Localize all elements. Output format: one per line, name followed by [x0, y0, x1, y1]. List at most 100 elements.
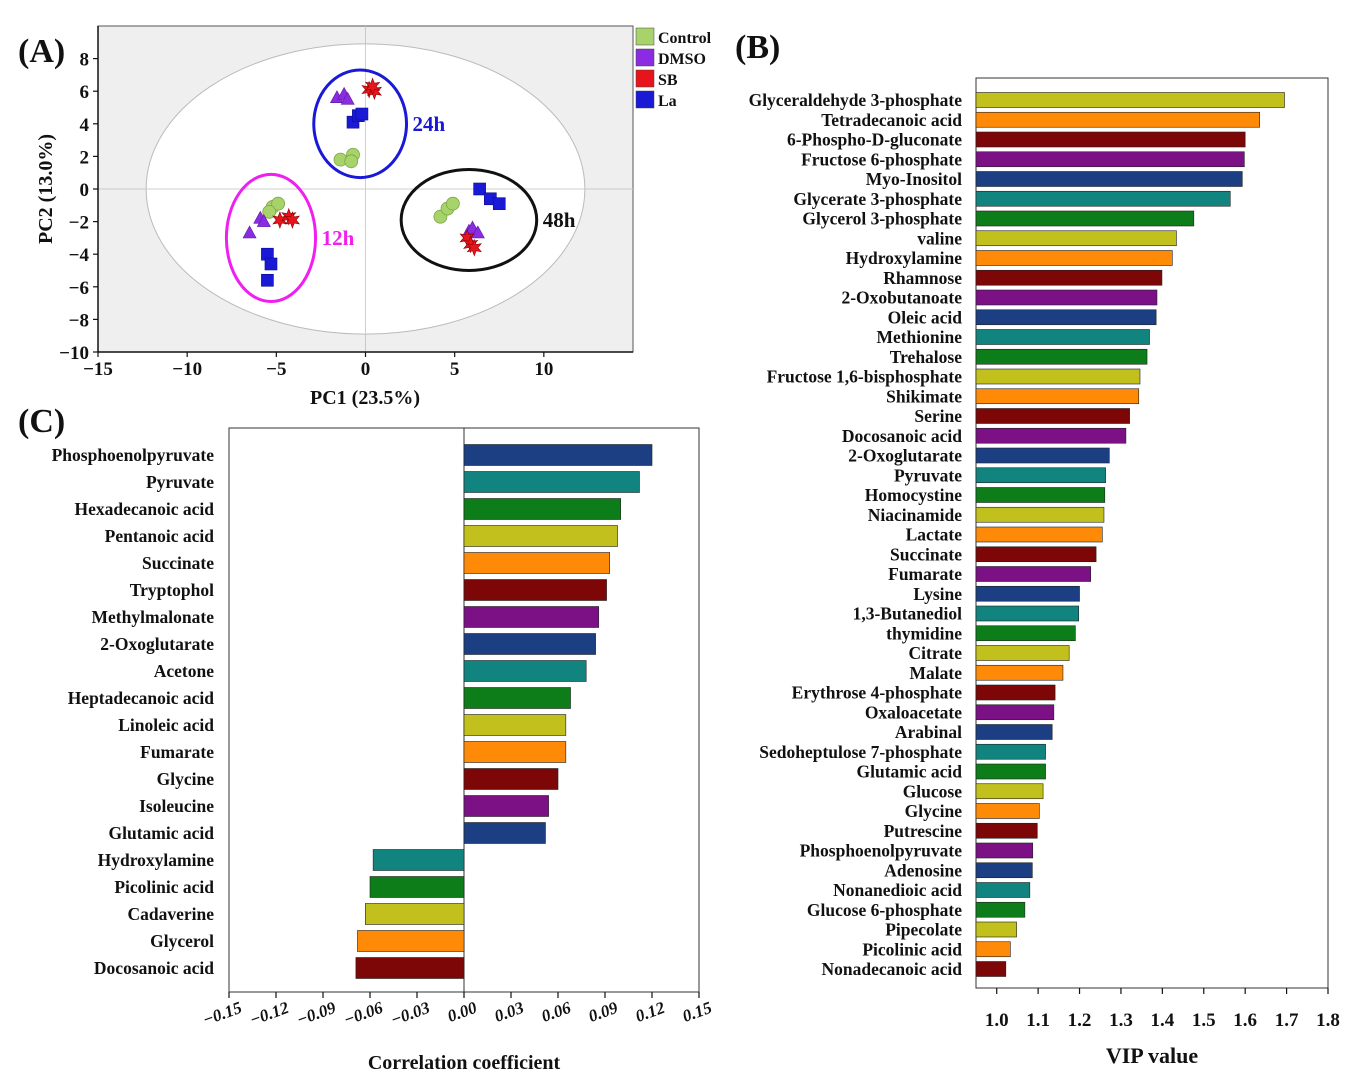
pca-ytick-label: 2 [80, 147, 90, 168]
vip-bar-14 [975, 368, 1141, 385]
legend-label-Control: Control [658, 30, 712, 47]
vip-xtick-label: 1.2 [1068, 1010, 1092, 1031]
point-DMSO-8 [470, 225, 485, 239]
point-La-5 [355, 107, 369, 121]
corr-bar-0 [463, 444, 653, 466]
corr-xtick-label: 0.00 [445, 998, 480, 1026]
legend-label-DMSO: DMSO [658, 51, 706, 68]
corr-category-label: Heptadecanoic acid [68, 688, 215, 708]
corr-bar-3 [463, 525, 618, 547]
vip-bar-22 [975, 526, 1103, 543]
vip-bar-35 [975, 783, 1044, 800]
corr-bar-4 [463, 552, 610, 574]
vip-category-label: 6-Phospho-D-gluconate [787, 130, 962, 150]
vip-category-label: Glycine [905, 801, 963, 821]
vip-xtick-label: 1.0 [985, 1010, 1009, 1031]
corr-category-label: Linoleic acid [118, 715, 214, 735]
vip-category-label: Fumarate [888, 564, 962, 584]
vip-bar-40 [975, 882, 1031, 898]
corr-category-label: Succinate [142, 553, 214, 573]
vip-bar-19 [975, 467, 1106, 484]
point-Control-8 [445, 196, 460, 211]
pca-xlabel: PC1 (23.5%) [310, 387, 420, 409]
point-DMSO-0 [242, 225, 257, 239]
vip-category-label: Nonadecanoic acid [822, 959, 963, 979]
group-label-24h: 24h [413, 112, 446, 136]
vip-category-label: Lactate [906, 525, 963, 545]
vip-category-label: Sedoheptulose 7-phosphate [759, 742, 962, 762]
corr-xtick-label: −0.06 [341, 998, 386, 1030]
corr-category-label: Pyruvate [146, 472, 214, 492]
pca-ytick-label: −4 [69, 245, 90, 266]
vip-category-label: Putrescine [884, 821, 963, 841]
group-ellipse-12h [224, 172, 318, 303]
legend-swatch-DMSO [635, 48, 655, 67]
point-SB-5 [364, 77, 381, 96]
vip-category-label: Adenosine [884, 860, 962, 880]
vip-bar-8 [975, 250, 1173, 266]
pca-xtick-label: −5 [266, 359, 286, 380]
vip-category-label: Lysine [913, 584, 962, 604]
corr-bar-15 [372, 849, 465, 871]
vip-xtick-label: 1.1 [1026, 1010, 1050, 1031]
vip-bar-36 [975, 803, 1040, 819]
vip-category-label: 2-Oxobutanoate [841, 288, 962, 308]
vip-bar-6 [975, 210, 1195, 227]
point-La-1 [264, 257, 278, 271]
vip-bar-27 [975, 625, 1076, 642]
vip-category-label: Succinate [890, 544, 962, 564]
vip-category-label: Glyceraldehyde 3-phosphate [749, 90, 963, 110]
vip-bar-32 [975, 724, 1053, 740]
vip-bar-25 [975, 585, 1080, 602]
vip-bar-0 [975, 92, 1285, 108]
vip-bar-26 [975, 605, 1080, 622]
vip-category-label: Erythrose 4-phosphate [792, 683, 963, 703]
corr-category-label: 2-Oxoglutarate [100, 634, 214, 654]
vip-xtick-label: 1.4 [1150, 1010, 1174, 1031]
corr-bar-2 [463, 498, 621, 520]
point-Control-1 [271, 196, 286, 211]
corr-category-label: Glycine [157, 769, 215, 789]
vip-category-label: Fructose 6-phosphate [801, 149, 962, 169]
vip-bar-34 [975, 763, 1046, 780]
corr-bar-14 [463, 822, 546, 844]
group-ellipse-24h [312, 68, 409, 180]
corr-xtick-label: 0.15 [680, 998, 715, 1026]
vip-category-label: Pipecolate [885, 920, 962, 940]
point-DMSO-5 [340, 91, 355, 105]
group-label-48h: 48h [543, 208, 576, 232]
corr-category-label: Pentanoic acid [105, 526, 215, 546]
corr-xtick-label: 0.09 [586, 998, 621, 1026]
vip-category-label: Glucose [903, 781, 963, 801]
legend-label-SB: SB [658, 72, 678, 89]
vip-xtick-label: 1.3 [1109, 1010, 1133, 1031]
corr-xtick-label: 0.06 [539, 998, 574, 1026]
vip-category-label: Glycerate 3-phosphate [793, 189, 962, 209]
point-SB-2 [284, 211, 301, 229]
vip-category-label: Arabinal [895, 722, 962, 742]
point-La-6 [473, 182, 486, 196]
vip-category-label: Picolinic acid [862, 939, 962, 959]
vip-category-label: Trehalose [890, 347, 962, 367]
vip-category-label: Citrate [909, 643, 963, 663]
point-La-2 [261, 273, 274, 287]
corr-category-label: Glutamic acid [109, 823, 215, 843]
pca-ytick-label: −8 [69, 310, 89, 331]
vip-category-label: Docosanoic acid [842, 426, 962, 446]
corr-bar-11 [463, 741, 567, 763]
legend-label-La: La [658, 93, 677, 110]
corr-bar-18 [357, 930, 465, 952]
corr-bar-5 [463, 579, 607, 601]
pca-xtick-label: −15 [83, 359, 113, 380]
corr-category-label: Isoleucine [139, 796, 214, 816]
corr-xtick-label: −0.03 [388, 998, 433, 1030]
vip-bar-39 [975, 862, 1033, 879]
pca-ytick-label: −6 [69, 278, 89, 299]
point-Control-2 [262, 204, 277, 219]
corr-category-label: Hexadecanoic acid [75, 499, 215, 519]
corr-category-label: Hydroxylamine [98, 850, 215, 870]
point-SB-8 [466, 238, 482, 257]
vip-bar-4 [975, 171, 1243, 187]
